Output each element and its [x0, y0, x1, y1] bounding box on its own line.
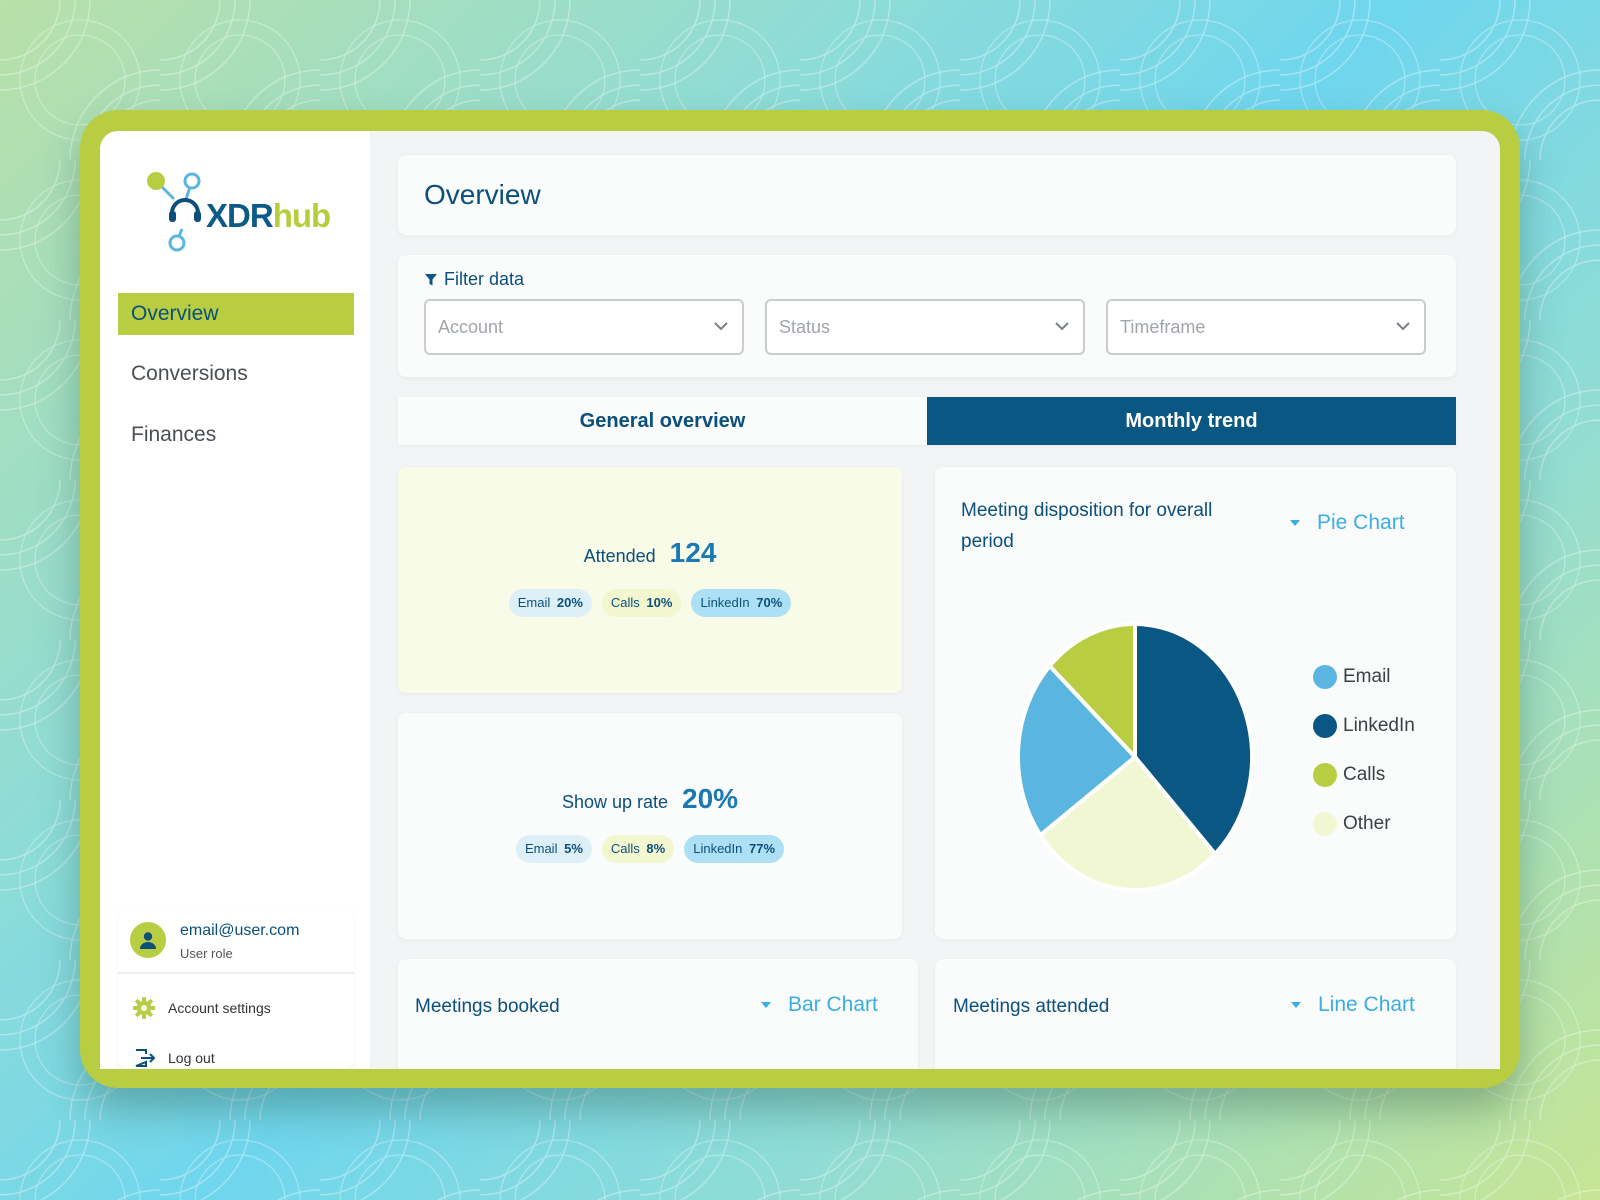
tab-general-overview[interactable]: General overview — [398, 397, 927, 445]
gear-icon — [133, 997, 155, 1019]
legend-dot-linkedin — [1313, 714, 1337, 738]
sidebar-item-finances[interactable]: Finances — [131, 423, 217, 446]
user-card: email@user.com User role — [118, 908, 354, 1068]
brand-part-xdr: XDR — [206, 197, 274, 234]
disposition-pie-chart — [1016, 621, 1254, 892]
user-divider — [118, 972, 354, 974]
chevron-down-icon — [1396, 322, 1410, 331]
disposition-title: Meeting disposition for overall period — [961, 500, 1213, 552]
filter-label: Filter data — [424, 269, 524, 290]
meetings-attended-card: Meetings attended Line Chart — [935, 959, 1456, 1069]
disposition-card: Meeting disposition for overall period P… — [935, 467, 1456, 939]
logout-icon — [135, 1049, 156, 1067]
filter-label-text: Filter data — [444, 269, 525, 289]
legend-item-calls: Calls — [1313, 763, 1385, 787]
user-email: email@user.com — [180, 922, 300, 939]
attended-pill-calls: Calls 10% — [601, 589, 682, 617]
timeframe-select-placeholder: Timeframe — [1120, 317, 1206, 337]
tab-monthly-trend[interactable]: Monthly trend — [927, 397, 1456, 445]
sidebar-item-conversions[interactable]: Conversions — [131, 362, 248, 385]
user-role: User role — [180, 946, 233, 961]
status-select-placeholder: Status — [779, 317, 831, 337]
legend-item-email: Email — [1313, 665, 1391, 689]
attended-value: 124 — [669, 537, 717, 568]
user-icon — [140, 932, 156, 949]
logout-link[interactable]: Log out — [132, 1046, 215, 1069]
pie-slice-calls — [1047, 621, 1137, 763]
status-select[interactable]: Status — [765, 299, 1085, 355]
caret-down-icon — [1290, 520, 1300, 526]
sidebar: XDRhub Overview Conversions Finances ema… — [100, 131, 370, 1069]
attended-card: Attended 124 Email 20% Calls 10% LinkedIn… — [398, 467, 902, 693]
tab-bar: General overview Monthly trend — [398, 397, 1456, 445]
showup-card: Show up rate 20% Email 5% Calls 8% Linked… — [398, 713, 902, 939]
showup-pills: Email 5% Calls 8% LinkedIn 77% — [398, 835, 902, 863]
legend-item-other: Other — [1313, 812, 1391, 836]
page-title: Overview — [424, 179, 541, 210]
account-select-placeholder: Account — [438, 317, 504, 337]
pie-slice-email — [1016, 662, 1138, 839]
legend-label-email: Email — [1343, 666, 1391, 687]
showup-pill-linkedin: LinkedIn 77% — [684, 835, 785, 863]
filter-panel: Filter data Account Status Timeframe — [398, 255, 1456, 377]
timeframe-select[interactable]: Timeframe — [1106, 299, 1426, 355]
meetings-booked-title: Meetings booked — [415, 996, 560, 1017]
meetings-booked-card: Meetings booked Bar Chart — [398, 959, 918, 1069]
attended-pill-email: Email 20% — [508, 589, 592, 617]
attended-stat: Attended 124 — [398, 537, 902, 569]
showup-pill-email: Email 5% — [515, 835, 592, 863]
showup-label: Show up rate — [561, 792, 669, 812]
caret-down-icon — [761, 1002, 771, 1008]
attended-label: Attended — [583, 546, 656, 566]
attended-pill-linkedin: LinkedIn 70% — [691, 589, 792, 617]
pie-slice-linkedin — [1133, 621, 1254, 857]
caret-down-icon — [1291, 1002, 1301, 1008]
meetings-attended-title: Meetings attended — [953, 996, 1110, 1017]
disposition-chart-type-select[interactable]: Pie Chart — [1289, 511, 1405, 535]
chevron-down-icon — [1055, 322, 1069, 331]
legend-label-other: Other — [1343, 813, 1391, 834]
booked-chart-type-label: Bar Chart — [788, 993, 878, 1016]
filter-icon — [425, 273, 437, 285]
legend-dot-calls — [1313, 763, 1337, 787]
booked-chart-type-select[interactable]: Bar Chart — [760, 993, 878, 1017]
chevron-down-icon — [714, 322, 728, 331]
pie-slice-other — [1037, 754, 1218, 892]
avatar[interactable] — [130, 922, 166, 958]
legend-item-linkedin: LinkedIn — [1313, 714, 1415, 738]
page-header: Overview — [398, 155, 1456, 235]
attended-chart-type-select[interactable]: Line Chart — [1290, 993, 1415, 1017]
legend-label-linkedin: LinkedIn — [1343, 715, 1415, 736]
attended-chart-type-label: Line Chart — [1318, 993, 1415, 1016]
logo-icon — [147, 172, 201, 252]
account-settings-link[interactable]: Account settings — [132, 996, 271, 1020]
disposition-chart-type-label: Pie Chart — [1317, 511, 1405, 534]
attended-pills: Email 20% Calls 10% LinkedIn 70% — [398, 589, 902, 617]
showup-pill-calls: Calls 8% — [601, 835, 675, 863]
brand-name: XDRhub — [206, 197, 331, 235]
showup-stat: Show up rate 20% — [398, 783, 902, 815]
app-screen: XDRhub Overview Conversions Finances ema… — [100, 131, 1500, 1069]
legend-label-calls: Calls — [1343, 764, 1386, 785]
account-settings-label: Account settings — [168, 1000, 271, 1016]
account-select[interactable]: Account — [424, 299, 744, 355]
legend-dot-email — [1313, 665, 1337, 689]
logout-label: Log out — [168, 1050, 215, 1066]
brand-part-hub: hub — [272, 197, 331, 234]
sidebar-item-overview[interactable]: Overview — [118, 293, 354, 335]
showup-value: 20% — [682, 783, 739, 814]
legend-dot-other — [1313, 812, 1337, 836]
